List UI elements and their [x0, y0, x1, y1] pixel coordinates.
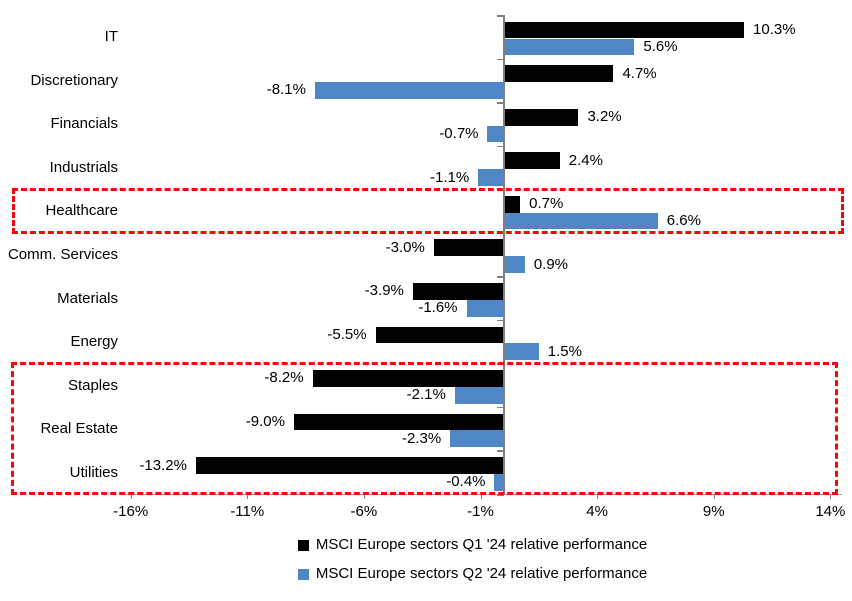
series-1-bar	[503, 152, 560, 170]
category-axis-tick	[496, 15, 504, 17]
category-label: Staples	[67, 376, 118, 394]
category-axis-tick	[496, 406, 504, 409]
legend-swatch-q1-icon	[297, 539, 309, 551]
category-axis-tick	[496, 450, 504, 452]
category-axis-tick	[496, 145, 504, 148]
highlight-box-healthcare	[12, 187, 844, 235]
category-label: Industrials	[49, 158, 118, 176]
x-axis-tick	[713, 494, 715, 499]
bar-value-label: -2.3%	[402, 429, 442, 447]
x-axis-tick	[363, 494, 365, 499]
bar-value-label: 3.2%	[587, 108, 622, 126]
bar-value-label: 2.4%	[568, 151, 603, 169]
series-2-bar	[314, 82, 504, 99]
bar-value-label: 5.6%	[643, 37, 678, 55]
x-axis-tick	[480, 494, 482, 499]
bar-value-label: 6.6%	[666, 212, 701, 230]
bar-value-label: 1.5%	[547, 342, 582, 360]
bar-value-label: -0.7%	[439, 124, 479, 142]
series-1-bar	[503, 65, 614, 83]
category-label: Discretionary	[30, 71, 118, 89]
category-label: Utilities	[69, 463, 118, 481]
series-1-bar	[503, 195, 521, 213]
bar-value-label: 0.7%	[529, 195, 564, 213]
category-label: Energy	[70, 333, 118, 351]
series-2-bar	[503, 343, 539, 361]
series-1-bar	[375, 326, 504, 344]
bar-value-label: 10.3%	[753, 21, 796, 39]
bar-value-label: 0.9%	[533, 255, 569, 273]
bar-value-label: -3.0%	[385, 238, 425, 256]
x-axis-tick	[597, 494, 599, 499]
series-1-bar	[433, 239, 504, 257]
series-1-bar	[412, 283, 504, 300]
series-1-bar	[503, 21, 745, 39]
series-2-bar	[487, 125, 504, 143]
category-label: Financials	[50, 115, 118, 133]
bar-value-label: -9.0%	[245, 413, 285, 431]
legend-swatch-q2-icon	[297, 568, 309, 580]
series-1-bar	[195, 457, 504, 474]
x-axis-tick-label: -6%	[350, 503, 378, 520]
series-2-bar	[478, 169, 504, 186]
series-2-bar	[503, 256, 525, 273]
series-2-bar	[454, 386, 504, 404]
category-axis-tick	[496, 319, 504, 322]
bar-value-label: -1.6%	[418, 299, 458, 317]
series-1-bar	[312, 370, 504, 387]
x-axis-tick-label: -1%	[467, 503, 494, 520]
zero-axis-line	[502, 15, 505, 494]
category-axis-tick	[496, 102, 504, 104]
category-axis-tick	[496, 232, 504, 235]
series-1-bar	[293, 413, 504, 431]
series-2-bar	[503, 212, 658, 230]
series-2-bar	[494, 473, 504, 491]
bar-value-label: -1.1%	[429, 168, 470, 186]
bar-value-label: -13.2%	[139, 456, 187, 474]
bar-value-label: 4.7%	[622, 64, 657, 82]
category-axis-tick	[496, 58, 504, 61]
category-label: Materials	[57, 289, 118, 307]
x-axis-tick	[130, 494, 132, 499]
category-label: IT	[104, 28, 118, 46]
bar-value-label: -3.9%	[364, 282, 404, 300]
legend: MSCI Europe sectors Q1 '24 relative perf…	[111, 535, 834, 584]
series-2-bar	[450, 430, 504, 448]
category-label: Healthcare	[45, 202, 118, 220]
bar-value-label: -8.1%	[266, 81, 306, 99]
legend-item-q1: MSCI Europe sectors Q1 '24 relative perf…	[297, 535, 648, 555]
series-2-bar	[503, 38, 635, 56]
legend-item-q2: MSCI Europe sectors Q2 '24 relative perf…	[297, 564, 648, 584]
series-1-bar	[503, 108, 579, 126]
category-axis-tick	[496, 189, 504, 191]
x-axis-tick-label: 14%	[815, 503, 846, 520]
legend-label-q2: MSCI Europe sectors Q2 '24 relative perf…	[315, 565, 648, 582]
bar-value-label: -0.4%	[446, 473, 486, 491]
x-axis-tick-label: 9%	[702, 503, 725, 520]
bar-value-label: -5.5%	[327, 325, 367, 343]
category-axis-tick	[496, 276, 504, 278]
x-axis-tick	[830, 494, 832, 499]
legend-label-q1: MSCI Europe sectors Q1 '24 relative perf…	[315, 536, 648, 553]
x-axis-tick	[247, 494, 249, 499]
series-2-bar	[466, 299, 504, 317]
x-axis-tick-label: -16%	[113, 503, 149, 520]
category-label: Real Estate	[40, 420, 118, 438]
bar-value-label: -2.1%	[406, 386, 446, 404]
x-axis-tick-label: -11%	[230, 503, 265, 520]
category-label: Comm. Services	[7, 245, 118, 263]
bar-value-label: -8.2%	[264, 369, 304, 387]
x-axis-tick-label: 4%	[586, 503, 608, 520]
category-axis-tick	[496, 363, 504, 365]
